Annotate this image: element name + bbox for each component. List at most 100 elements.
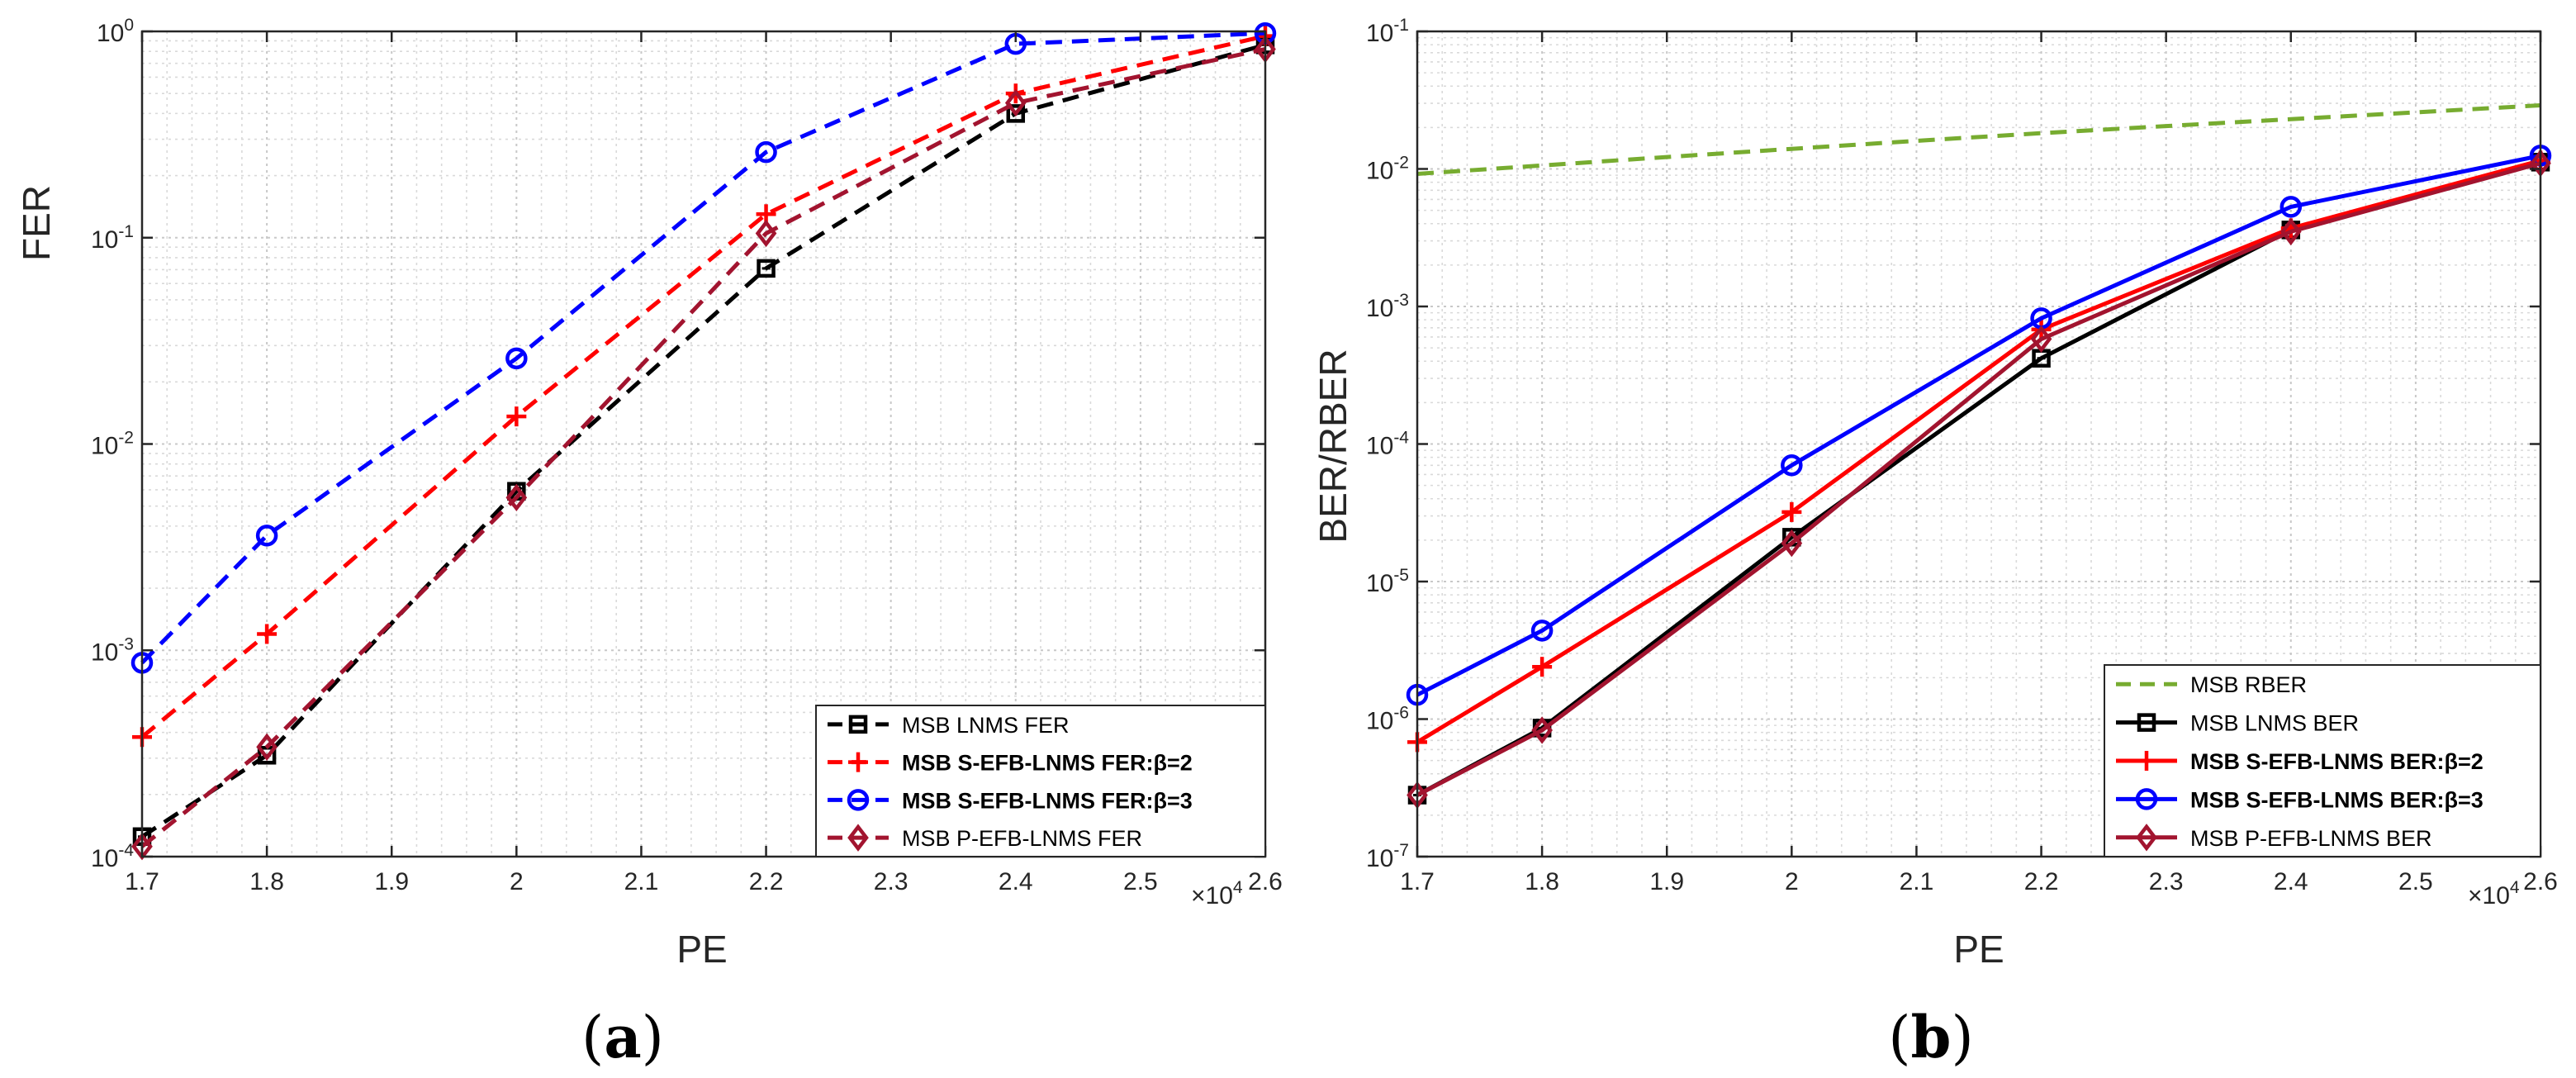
caption-letter: b: [1911, 1003, 1952, 1071]
legend-label: MSB LNMS BER: [2190, 711, 2359, 736]
x-tick-label: 2.1: [624, 868, 659, 895]
series-line: [1416, 161, 2541, 797]
y-axis-title: FER: [15, 185, 58, 261]
marker-circle-shape: [255, 525, 278, 547]
legend-label: MSB S-EFB-LNMS FER:β=3: [902, 788, 1193, 813]
legend-marker: [2135, 788, 2158, 810]
y-tick-label-exp: -5: [1393, 566, 1409, 585]
marker-diamond-shape: [1781, 529, 1803, 558]
legend-item-1: MSB RBER: [2116, 672, 2307, 697]
legend-label: MSB LNMS FER: [902, 713, 1070, 738]
data-point: [2279, 217, 2302, 246]
caption-close: ): [642, 1004, 664, 1071]
series-line: [140, 47, 1266, 848]
y-tick-label: 10-2: [1366, 154, 1409, 185]
legend: MSB LNMS FER MSB S-EFB-LNMS FER:β=2 MSB S-…: [815, 705, 1266, 857]
marker-circle-shape: [847, 789, 870, 811]
legend-marker: [848, 715, 868, 734]
marker-diamond-shape: [847, 824, 869, 852]
series-line: [1416, 158, 2541, 744]
x-tick-label: 2.3: [2149, 868, 2184, 895]
marker-diamond-shape: [1004, 88, 1027, 117]
marker-square-shape: [2137, 713, 2156, 732]
y-tick-label-base: 10: [1366, 20, 1393, 47]
data-point: [257, 624, 278, 644]
y-tick-label-base: 10: [1366, 158, 1393, 185]
caption-close: ): [1951, 1004, 1973, 1071]
data-point: [1781, 454, 1803, 477]
y-tick-label: 10-4: [91, 841, 134, 872]
x-tick-label: 2.6: [1248, 868, 1283, 895]
series-4: [131, 35, 1276, 861]
panel-a-fer-chart: 1.7 1.8 1.9 2 2.1 2.2 2.3 2.4 2.5 2.610-410-310-2…: [15, 16, 1283, 1071]
marker-diamond-shape: [755, 219, 777, 248]
y-tick-label-exp: -1: [118, 222, 134, 241]
y-tick-label-exp: -2: [118, 429, 134, 448]
y-tick-label: 100: [97, 16, 134, 47]
y-tick-label: 10-3: [91, 634, 134, 666]
x-tick-label: 2.4: [999, 868, 1033, 895]
legend-item-2: MSB S-EFB-LNMS FER:β=2: [828, 751, 1193, 776]
y-tick-label-base: 10: [97, 20, 124, 47]
legend-marker: [847, 789, 870, 811]
x-tick-label: 1.9: [374, 868, 409, 895]
legend-item-4: MSB S-EFB-LNMS BER:β=3: [2116, 787, 2483, 812]
legend-item-5: MSB P-EFB-LNMS BER: [2116, 824, 2432, 852]
x-tick-label: 2.2: [749, 868, 784, 895]
data-point: [2279, 196, 2303, 218]
legend-item-2: MSB LNMS BER: [2116, 711, 2359, 736]
caption-open: (: [1888, 1004, 1910, 1071]
legend-item-4: MSB P-EFB-LNMS FER: [828, 824, 1142, 852]
legend-marker: [2136, 824, 2157, 852]
data-point: [256, 733, 278, 761]
marker-diamond-shape: [2030, 325, 2052, 354]
x-tick-label: 1.7: [125, 868, 159, 895]
legend-label: MSB S-EFB-LNMS BER:β=3: [2190, 787, 2483, 812]
data-point: [2030, 325, 2052, 354]
y-tick-label: 10-5: [1366, 566, 1409, 597]
marker-diamond-shape: [505, 483, 528, 512]
y-tick-label: 10-4: [1366, 429, 1409, 460]
legend-marker: [848, 752, 868, 772]
y-tick-label-exp: -4: [1393, 429, 1409, 448]
marker-diamond-shape: [2136, 824, 2157, 852]
marker-circle-shape: [1530, 620, 1554, 642]
marker-square-shape: [848, 715, 868, 734]
x-axis-multiplier-exp: 4: [2510, 878, 2520, 897]
y-tick-label-base: 10: [1366, 845, 1393, 872]
legend: MSB RBER MSB LNMS BER MSB S-EFB-LNMS BER:β…: [2104, 664, 2541, 857]
y-tick-label-exp: -7: [1393, 841, 1409, 860]
data-point: [255, 525, 278, 547]
y-tick-label-exp: -3: [1393, 291, 1409, 310]
data-point: [755, 140, 777, 164]
y-tick-label: 10-1: [1366, 16, 1409, 47]
minor-grid: [142, 31, 1265, 857]
x-tick-label: 1.9: [1649, 868, 1684, 895]
y-tick-label: 10-6: [1366, 704, 1409, 735]
marker-diamond-shape: [2279, 217, 2302, 246]
legend-marker: [2137, 751, 2156, 771]
legend-marker: [2137, 713, 2156, 732]
y-tick-label-base: 10: [91, 433, 118, 460]
series-line: [1416, 103, 2541, 176]
y-tick-label-base: 10: [91, 226, 118, 254]
y-tick-label-base: 10: [1366, 295, 1393, 322]
marker-circle-shape: [505, 347, 528, 370]
x-tick-label: 2.2: [2024, 868, 2059, 895]
marker-circle-shape: [2135, 788, 2158, 810]
series-2: [132, 26, 1275, 748]
y-tick-label: 10-3: [1366, 291, 1409, 322]
marker-square-shape: [757, 259, 776, 278]
legend-item-3: MSB S-EFB-LNMS BER:β=2: [2116, 749, 2483, 774]
marker-square-shape: [1006, 104, 1026, 123]
y-tick-label-exp: -3: [118, 634, 134, 653]
x-tick-label: 2.3: [874, 868, 908, 895]
x-tick-label: 2.5: [2398, 868, 2433, 895]
y-tick-label-base: 10: [91, 845, 118, 872]
y-tick-label-base: 10: [1366, 708, 1393, 735]
data-point: [757, 259, 776, 278]
legend-label: MSB RBER: [2190, 672, 2307, 697]
series-line: [140, 34, 1266, 739]
panel-caption: (a): [581, 1003, 664, 1071]
